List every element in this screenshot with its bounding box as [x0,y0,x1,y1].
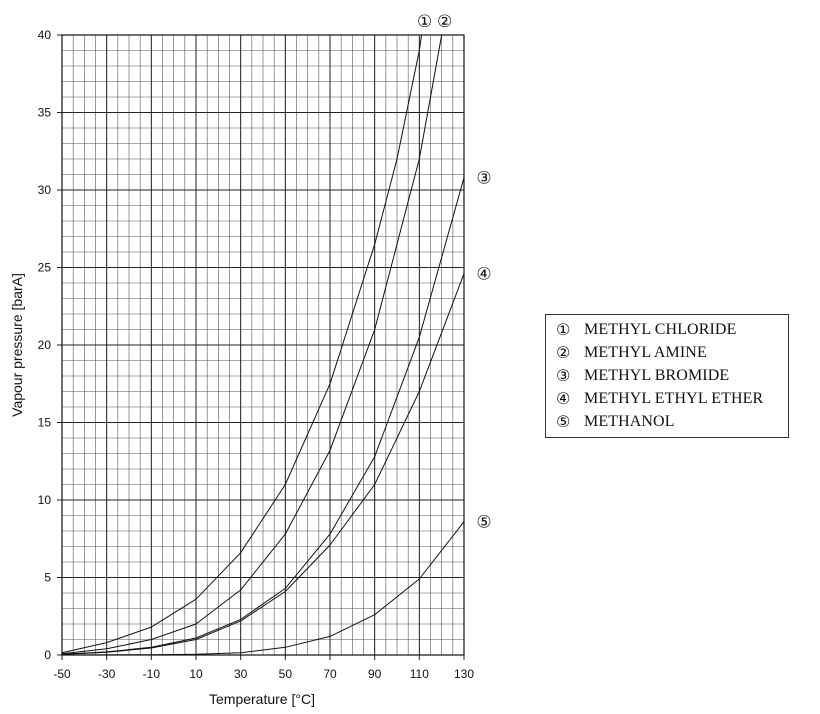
x-tick-label: -10 [143,667,161,681]
series-line-5 [61,521,465,656]
legend-item-4: ④ METHYL ETHYL ETHER [546,387,788,410]
x-tick-label: 50 [279,667,293,681]
curve-marker-5: ⑤ [476,513,491,533]
curve-marker-1: ① [417,12,432,32]
y-tick-label: 35 [38,106,52,120]
major-grid [57,34,465,660]
series-line-2 [61,34,443,655]
legend-label: METHYL ETHYL ETHER [584,389,764,407]
legend-item-2: ② METHYL AMINE [546,341,788,364]
legend-item-5: ⑤ METHANOL [546,410,788,433]
legend-marker: ③ [556,366,571,385]
x-tick-label: 90 [368,667,382,681]
y-tick-label: 10 [38,493,52,507]
curves [61,34,465,656]
y-tick-label: 20 [38,338,52,352]
y-axis-label: Vapour pressure [barA] [9,273,25,417]
y-tick-label: 30 [38,183,52,197]
legend: ① METHYL CHLORIDE ② METHYL AMINE ③ METHYL BRO… [545,314,789,438]
curve-marker-2: ② [437,12,452,32]
x-tick-labels: -50 -30 -10 10 30 50 70 90 110 130 [53,667,474,681]
legend-marker: ② [556,343,571,362]
legend-label: METHANOL [584,412,675,430]
x-tick-label: 30 [234,667,248,681]
x-tick-label: 70 [323,667,337,681]
legend-item-1: ① METHYL CHLORIDE [546,318,788,341]
x-tick-label: 130 [454,667,474,681]
legend-marker: ① [556,320,571,339]
curve-markers: ① ② ③ ④ ⑤ [417,12,492,533]
y-tick-label: 25 [38,261,52,275]
series-line-1 [61,34,423,654]
y-tick-label: 5 [44,571,51,585]
x-tick-label: -50 [53,667,71,681]
legend-label: METHYL CHLORIDE [584,320,737,338]
x-tick-label: 10 [189,667,203,681]
legend-label: METHYL BROMIDE [584,366,730,384]
y-tick-label: 40 [38,28,52,42]
curve-marker-3: ③ [476,169,491,189]
legend-label: METHYL AMINE [584,343,707,361]
plot-frame [61,34,465,656]
x-tick-label: 110 [410,667,429,681]
y-tick-label: 0 [44,648,51,662]
x-axis-label: Temperature [°C] [209,691,315,707]
legend-marker: ⑤ [556,412,571,431]
legend-item-3: ③ METHYL BROMIDE [546,364,788,387]
y-tick-label: 15 [38,416,52,430]
y-tick-labels: 0 5 10 15 20 25 30 35 40 [38,28,52,662]
series-line-4 [61,273,465,655]
x-tick-label: -30 [98,667,116,681]
legend-marker: ④ [556,389,571,408]
curve-marker-4: ④ [476,265,491,285]
